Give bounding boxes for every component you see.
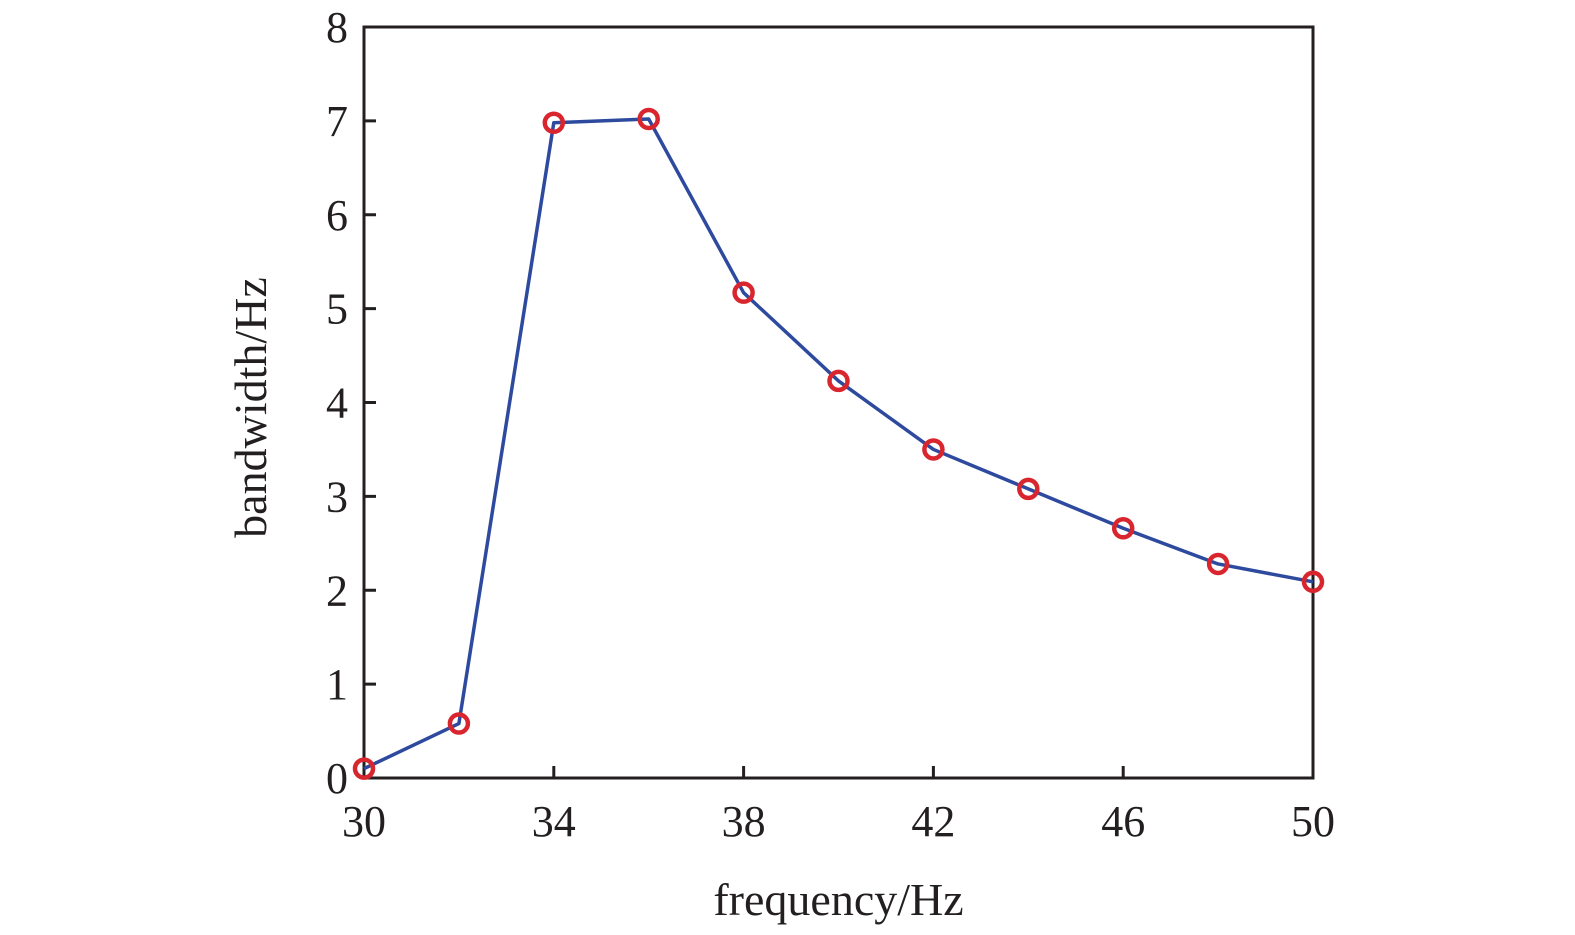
y-tick-label: 4 bbox=[326, 379, 348, 428]
data-point-marker bbox=[922, 438, 945, 461]
x-axis: 30 34 38 42 46 50 bbox=[342, 766, 1335, 846]
x-axis-title: frequency/Hz bbox=[713, 874, 963, 925]
y-tick-label: 8 bbox=[326, 3, 348, 52]
data-point-marker bbox=[352, 757, 376, 780]
data-point-marker bbox=[637, 107, 660, 131]
y-axis: 0 1 2 3 4 5 6 7 8 bbox=[326, 3, 376, 803]
plot-area-frame bbox=[362, 25, 1315, 780]
x-tick-label: 30 bbox=[342, 797, 386, 846]
data-point-marker bbox=[732, 281, 755, 304]
data-point-marker bbox=[1017, 477, 1040, 501]
series-line bbox=[363, 117, 1314, 771]
y-tick-label: 7 bbox=[326, 97, 348, 146]
x-tick-label: 38 bbox=[722, 797, 766, 846]
y-tick-label: 1 bbox=[326, 660, 348, 709]
y-axis-title: bandwidth/Hz bbox=[225, 277, 276, 538]
data-point-marker bbox=[827, 369, 850, 393]
series-group bbox=[352, 107, 1325, 780]
x-tick-label: 46 bbox=[1101, 797, 1145, 846]
data-point-marker bbox=[542, 111, 566, 135]
y-tick-label: 0 bbox=[326, 754, 348, 803]
x-tick-label: 50 bbox=[1291, 797, 1335, 846]
x-tick-label: 34 bbox=[532, 797, 576, 846]
y-tick-label: 3 bbox=[326, 472, 348, 521]
data-point-marker bbox=[447, 712, 471, 735]
x-tick-label: 42 bbox=[911, 797, 955, 846]
data-point-marker bbox=[1111, 517, 1135, 540]
y-tick-label: 2 bbox=[326, 566, 348, 615]
y-tick-label: 6 bbox=[326, 191, 348, 240]
data-point-marker bbox=[1206, 552, 1230, 576]
y-tick-label: 5 bbox=[326, 285, 348, 334]
data-point-marker bbox=[1301, 570, 1325, 594]
